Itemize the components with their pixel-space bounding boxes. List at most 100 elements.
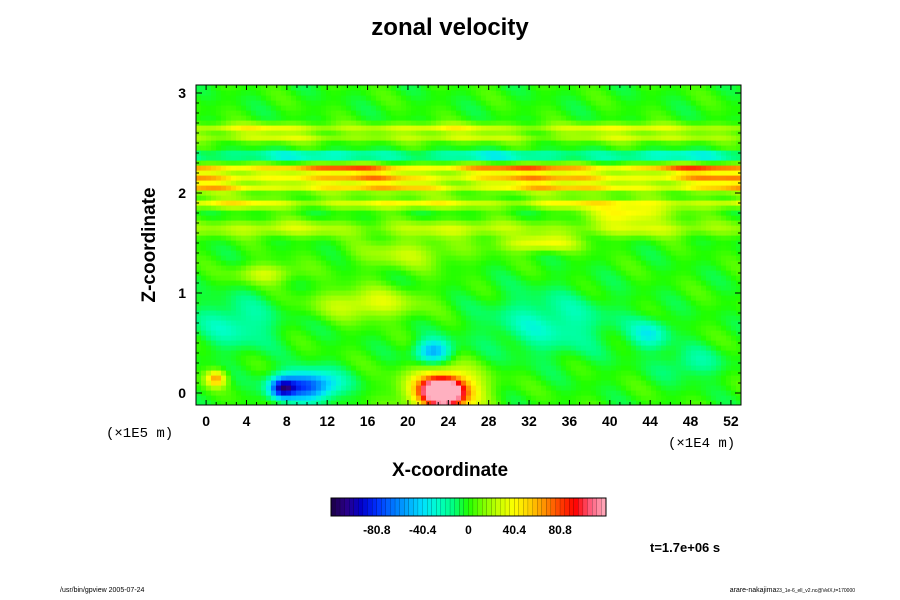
heatmap-cell <box>566 195 572 201</box>
heatmap-cell <box>401 335 407 341</box>
heatmap-cell <box>346 115 352 121</box>
heatmap-cell <box>386 100 392 106</box>
heatmap-cell <box>406 255 412 261</box>
heatmap-cell <box>491 145 497 151</box>
heatmap-cell <box>371 310 377 316</box>
heatmap-cell <box>561 220 567 226</box>
heatmap-cell <box>481 160 487 166</box>
heatmap-cell <box>416 215 422 221</box>
heatmap-cell <box>476 150 482 156</box>
heatmap-cell <box>491 210 497 216</box>
heatmap-cell <box>281 190 287 196</box>
heatmap-cell <box>341 375 347 381</box>
heatmap-cell <box>211 320 217 326</box>
heatmap-cell <box>321 110 327 116</box>
heatmap-cell <box>471 265 477 271</box>
heatmap-cell <box>566 215 572 221</box>
heatmap-cell <box>236 275 242 281</box>
heatmap-cell <box>461 130 467 136</box>
heatmap-cell <box>346 205 352 211</box>
heatmap-cell <box>311 270 317 276</box>
heatmap-cell <box>511 370 517 376</box>
heatmap-cell <box>326 285 332 291</box>
heatmap-cell <box>531 295 537 301</box>
heatmap-cell <box>326 385 332 391</box>
heatmap-cell <box>241 375 247 381</box>
heatmap-cell <box>301 255 307 261</box>
heatmap-cell <box>311 195 317 201</box>
heatmap-cell <box>266 375 272 381</box>
heatmap-cell <box>396 175 402 181</box>
heatmap-cell <box>581 150 587 156</box>
heatmap-cell <box>426 145 432 151</box>
heatmap-cell <box>531 270 537 276</box>
heatmap-cell <box>311 180 317 186</box>
heatmap-cell <box>281 110 287 116</box>
heatmap-cell <box>391 100 397 106</box>
heatmap-cell <box>581 240 587 246</box>
heatmap-cell <box>566 200 572 206</box>
heatmap-cell <box>486 315 492 321</box>
heatmap-cell <box>411 335 417 341</box>
heatmap-cell <box>486 205 492 211</box>
heatmap-cell <box>311 260 317 266</box>
heatmap-cell <box>436 85 442 91</box>
heatmap-cell <box>206 130 212 136</box>
heatmap-cell <box>261 275 267 281</box>
heatmap-cell <box>406 220 412 226</box>
heatmap-cell <box>326 145 332 151</box>
heatmap-cell <box>486 115 492 121</box>
heatmap-cell <box>201 100 207 106</box>
heatmap-cell <box>576 205 582 211</box>
heatmap-cell <box>346 110 352 116</box>
heatmap-cell <box>431 350 437 356</box>
heatmap-cell <box>541 395 547 401</box>
heatmap-cell <box>461 265 467 271</box>
heatmap-cell <box>506 125 512 131</box>
heatmap-cell <box>201 220 207 226</box>
heatmap-cell <box>506 220 512 226</box>
heatmap-cell <box>286 250 292 256</box>
heatmap-cell <box>551 180 557 186</box>
heatmap-cell <box>521 250 527 256</box>
heatmap-cell <box>496 100 502 106</box>
heatmap-cell <box>236 100 242 106</box>
heatmap-cell <box>471 230 477 236</box>
heatmap-cell <box>441 395 447 401</box>
heatmap-cell <box>506 190 512 196</box>
heatmap-cell <box>231 320 237 326</box>
heatmap-cell <box>516 125 522 131</box>
heatmap-cell <box>541 235 547 241</box>
heatmap-cell <box>541 330 547 336</box>
heatmap-cell <box>326 235 332 241</box>
heatmap-cell <box>496 245 502 251</box>
heatmap-cell <box>576 235 582 241</box>
heatmap-cell <box>276 290 282 296</box>
heatmap-cell <box>356 240 362 246</box>
heatmap-cell <box>401 255 407 261</box>
heatmap-cell <box>211 230 217 236</box>
heatmap-cell <box>561 215 567 221</box>
heatmap-cell <box>411 300 417 306</box>
heatmap-cell <box>396 85 402 91</box>
heatmap-cell <box>506 180 512 186</box>
heatmap-cell <box>456 275 462 281</box>
heatmap-cell <box>431 385 437 391</box>
heatmap-cell <box>426 380 432 386</box>
heatmap-cell <box>356 220 362 226</box>
heatmap-cell <box>466 300 472 306</box>
heatmap-cell <box>411 150 417 156</box>
heatmap-cell <box>326 370 332 376</box>
heatmap-cell <box>486 200 492 206</box>
heatmap-cell <box>196 295 202 301</box>
heatmap-cell <box>346 170 352 176</box>
heatmap-cell <box>381 250 387 256</box>
heatmap-cell <box>486 120 492 126</box>
heatmap-cell <box>201 125 207 131</box>
heatmap-cell <box>426 150 432 156</box>
heatmap-cell <box>231 355 237 361</box>
heatmap-cell <box>211 235 217 241</box>
heatmap-cell <box>311 300 317 306</box>
heatmap-cell <box>526 315 532 321</box>
heatmap-cell <box>481 150 487 156</box>
